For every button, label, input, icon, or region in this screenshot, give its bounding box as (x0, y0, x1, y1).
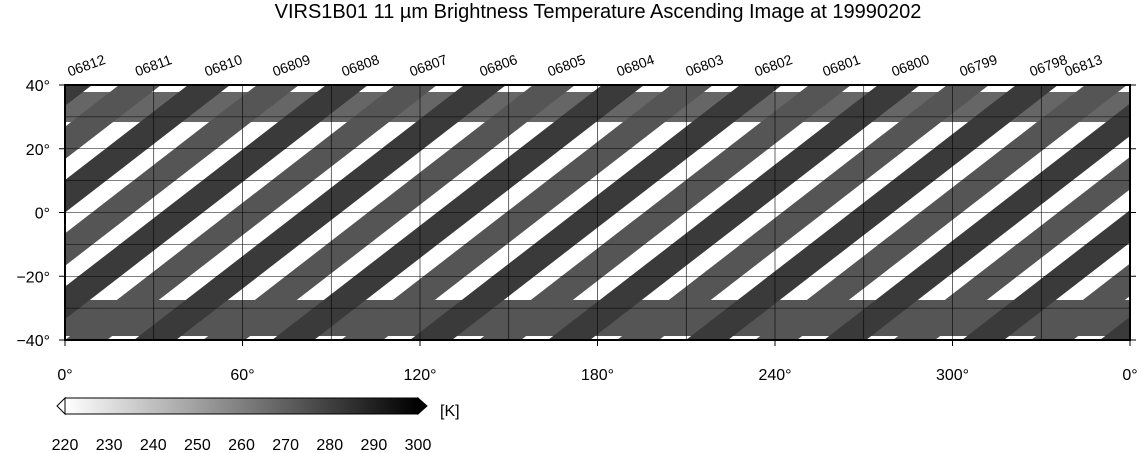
colorbar-unit: [K] (440, 403, 460, 420)
orbit-label: 06807 (407, 51, 449, 79)
swath (824, 103, 1130, 340)
swath (0, 85, 23, 340)
colorbar-tick-label: 270 (272, 437, 299, 453)
orbit-label: 06805 (545, 51, 587, 79)
orbit-label: 06808 (339, 51, 381, 79)
lon-label: 240° (758, 367, 791, 384)
lon-label: 120° (403, 367, 436, 384)
lon-label: 0° (57, 367, 72, 384)
swath (1100, 316, 1130, 340)
swath (962, 210, 1130, 340)
colorbar-tick-label: 290 (361, 437, 388, 453)
title: VIRS1B01 11 µm Brightness Temperature As… (275, 1, 922, 23)
lon-label: 180° (581, 367, 614, 384)
orbit-label: 06800 (889, 51, 931, 79)
swath-image (0, 85, 1130, 340)
swath (65, 85, 92, 106)
lat-label: −40° (16, 333, 50, 350)
orbit-label: 06809 (270, 51, 312, 79)
colorbar-tick-label: 280 (316, 437, 343, 453)
colorbar-high-arrow (417, 396, 428, 416)
lat-label: 20° (26, 142, 50, 159)
colorbar-tick-label: 260 (228, 437, 255, 453)
colorbar (64, 397, 419, 415)
orbit-label: 06813 (1062, 51, 1104, 79)
lon-label: 300° (936, 367, 969, 384)
colorbar-tick-label: 220 (52, 437, 79, 453)
colorbar-low-arrow (56, 396, 66, 416)
lat-label: 0° (35, 206, 50, 223)
orbit-label: 06802 (752, 51, 794, 79)
swath (65, 85, 299, 266)
orbit-label: 06812 (65, 51, 107, 79)
swath (65, 85, 161, 160)
lat-label: 40° (26, 78, 50, 95)
swath (1031, 263, 1130, 340)
colorbar-tick-label: 300 (405, 437, 432, 453)
orbit-label: 06806 (477, 51, 519, 79)
orbit-label: 06801 (820, 51, 862, 79)
lon-label: 60° (230, 367, 254, 384)
orbit-label: 06811 (133, 51, 174, 79)
orbit-label: 06804 (614, 51, 656, 79)
colorbar-tick-label: 230 (96, 437, 123, 453)
lat-label: −20° (16, 269, 50, 286)
lon-label: 0° (1122, 367, 1137, 384)
orbit-label: 06799 (957, 51, 999, 79)
swath (65, 85, 368, 320)
orbit-label: 06810 (202, 51, 244, 79)
colorbar-tick-label: 250 (184, 437, 211, 453)
colorbar-tick-label: 240 (140, 437, 167, 453)
orbit-label: 06803 (683, 51, 725, 79)
